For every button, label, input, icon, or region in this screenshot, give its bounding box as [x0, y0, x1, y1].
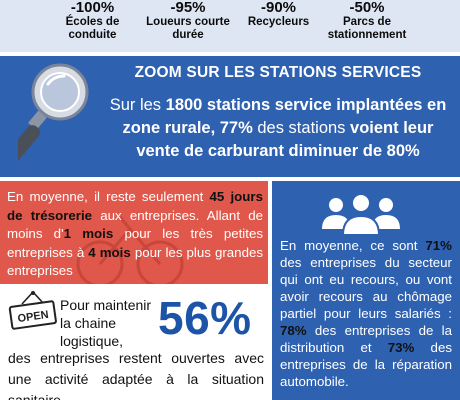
zoom-text: Sur les 1800 stations service implantées… — [104, 94, 452, 163]
blue-text-bold: 73% — [387, 340, 415, 355]
treasury-text-part: pour les très petites entreprises à — [7, 226, 264, 260]
blue-text-part: des entreprises du secteur qui ont eu re… — [280, 255, 452, 321]
blue-text-part: des entreprises de la réparation automob… — [280, 340, 452, 389]
magnifier-icon — [18, 63, 89, 163]
zoom-title: ZOOM SUR LES STATIONS SERVICES — [134, 64, 422, 81]
stat-value: -50% — [349, 0, 385, 16]
zoom-text-part: des stations — [252, 119, 351, 137]
treasury-box: En moyenne, il reste seulement 45 jours … — [0, 181, 268, 284]
stat-recyclers: -90% Recycleurs — [236, 0, 321, 29]
zoom-banner: ZOOM SUR LES STATIONS SERVICES Sur les 1… — [0, 56, 460, 177]
stat-value: -90% — [260, 0, 297, 16]
zoom-text-bold: 1800 stations service implantées en zone… — [122, 96, 447, 137]
treasury-text-part: aux entreprises. Allant de moins d' — [7, 207, 263, 242]
blue-text-bold: 78% — [280, 323, 307, 338]
treasury-text-bold: 4 mois — [88, 244, 131, 260]
blue-text-part: En moyenne, ce sont — [280, 238, 426, 253]
open-body-text: des entreprises restent ouvertes avec un… — [8, 350, 264, 400]
open-big-value: 56% — [158, 292, 252, 344]
people-icon — [322, 193, 400, 236]
treasury-text-bold: 1 mois — [63, 226, 114, 242]
stat-label: Parcs de stationnement — [327, 16, 407, 41]
stats-strip: -100% Écoles de conduite -95% Loueurs co… — [0, 0, 460, 52]
stat-value: -95% — [170, 0, 206, 16]
zoom-text-bold: voient leur vente de carburant diminuer … — [136, 119, 434, 160]
background-illustration — [76, 216, 184, 284]
stat-short-rental: -95% Loueurs courte durée — [138, 0, 238, 42]
stat-label: Écoles de conduite — [65, 16, 120, 41]
stat-driving-schools: -100% Écoles de conduite — [50, 0, 135, 42]
stat-parking: -50% Parcs de stationnement — [322, 0, 412, 42]
partial-unemployment-box: En moyenne, ce sont 71% des entreprises … — [272, 181, 460, 400]
open-sign-label: OPEN — [17, 309, 50, 325]
open-lead-text: Pour maintenir la chaine logistique, — [60, 297, 152, 349]
stat-label: Recycleurs — [247, 16, 310, 28]
treasury-text: En moyenne, il reste seulement 45 jours … — [7, 188, 263, 281]
treasury-text-bold: 45 jours de trésorerie — [7, 189, 264, 223]
blue-text-part: des entreprises de la distribution et — [280, 323, 452, 355]
stat-value: -100% — [70, 0, 115, 16]
partial-unemployment-text: En moyenne, ce sont 71% des entreprises … — [280, 237, 452, 390]
blue-text-bold: 71% — [425, 238, 452, 253]
treasury-text-part: pour les plus grandes entreprises — [7, 244, 264, 279]
treasury-text-part: En moyenne, il reste seulement — [7, 189, 210, 204]
zoom-text-part: Sur les — [109, 96, 166, 114]
stat-label: Loueurs courte durée — [146, 16, 230, 41]
open-sign-icon: OPEN — [8, 291, 57, 330]
